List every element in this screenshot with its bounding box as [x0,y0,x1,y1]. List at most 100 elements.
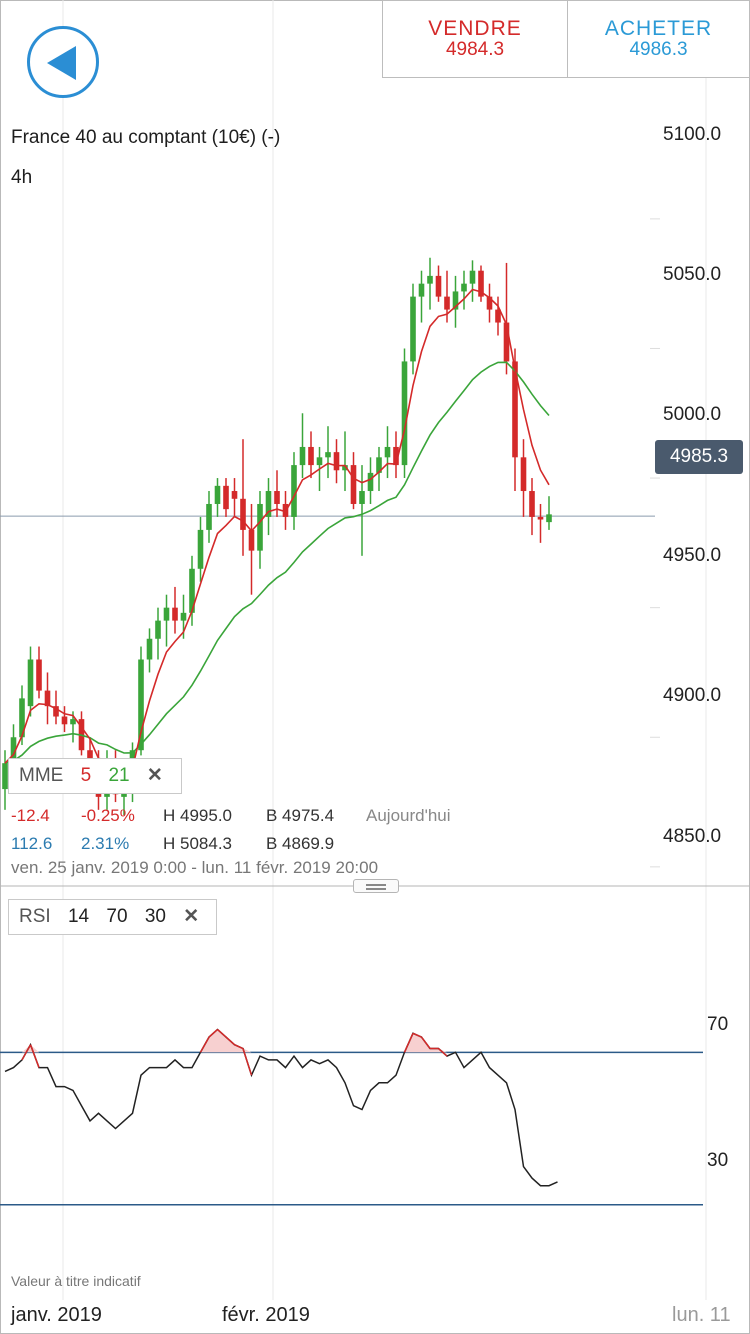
candle-body [478,270,484,297]
candle-body [308,446,314,466]
date-range: ven. 25 janv. 2019 0:00 - lun. 11 févr. … [11,858,379,877]
close-icon[interactable]: ✕ [146,765,163,786]
back-arrow-icon [47,46,76,80]
current-price-tag: 4985.3 [655,440,743,474]
candle-body [138,659,144,751]
candle-body [223,485,229,510]
candle-body [231,491,238,499]
candle-body [495,309,501,323]
rsi-label: RSI [19,906,51,927]
close-icon[interactable]: ✕ [183,906,200,927]
mme-indicator-chip[interactable]: MME 5 21 ✕ [8,758,182,794]
timeframe-label: 4h [11,167,33,188]
range-high-value: H 5084.3 [163,834,232,853]
candle-body [444,296,450,310]
candle-body [53,706,59,717]
candle-body [367,472,374,492]
candle-body [503,322,510,362]
rsi-overbought-segment [437,1047,448,1057]
y-tick-label: 4900.0 [663,685,722,706]
rsi-line [4,1028,558,1187]
change-percent: -0.25% [81,806,135,825]
candle-body [10,737,17,764]
range-change-value: 112.6 [11,834,53,853]
low-value: B 4975.4 [266,806,335,825]
rsi-overbought-segment [234,1044,244,1050]
candle-body [401,361,408,466]
mme-slow-line [4,361,550,764]
buy-price: 4986.3 [629,39,688,60]
rsi-overbought-segment [29,1044,40,1068]
sell-price: 4984.3 [445,39,505,60]
rsi-period: 14 [67,906,90,927]
x-axis-label: févr. 2019 [222,1304,310,1326]
candle-body [146,638,153,660]
candle-body [350,465,357,504]
rsi-overbought-segment [208,1028,219,1038]
rsi-overbought-segment [242,1048,253,1076]
candle-body [333,452,340,471]
buy-button[interactable]: ACHETER 4986.3 [567,0,750,78]
candle-body [359,491,365,504]
candle-body [384,446,391,458]
candle-body [265,491,272,517]
rsi-overbought-segment [21,1044,32,1061]
candle-body [163,607,170,621]
candle-body [291,465,297,517]
candle-body [427,275,433,284]
mme-fast-line [4,288,550,779]
y-tick-label: 5050.0 [663,264,722,285]
candle-body [240,498,246,530]
candle-body [87,750,93,764]
rsi-overbought-area [22,1044,39,1053]
rsi-overbought-segment [412,1032,422,1038]
mme-period-slow: 21 [108,765,130,786]
change-value: -12.4 [11,806,50,825]
candle-body [197,529,204,569]
high-value: H 4995.0 [163,806,232,825]
rsi-lower-level: 30 [144,906,166,927]
y-tick-label: 4950.0 [663,545,722,566]
range-change-percent: 2.31% [81,834,130,853]
period-label: Aujourd'hui [366,806,451,825]
candle-body [529,491,535,517]
candle-body [19,698,25,738]
candle-body [257,503,263,551]
rsi-overbought-segment [403,1032,414,1053]
candle-body [36,659,42,691]
pane-resize-handle[interactable] [353,879,399,893]
candle-body [180,612,187,621]
sell-button[interactable]: VENDRE 4984.3 [382,0,568,78]
candle-body [274,491,280,504]
candle-body [44,690,51,707]
candle-body [27,659,34,707]
candle-body [189,568,195,613]
candle-body [172,607,178,621]
candle-body [155,620,161,639]
candle-body [393,446,399,466]
y-tick-label: 4850.0 [663,826,722,847]
sell-label: VENDRE [428,17,522,40]
candle-body [325,452,331,458]
range-low-value: B 4869.9 [266,834,335,853]
candle-body [546,514,552,523]
back-button[interactable] [27,26,99,98]
candle-body [452,291,459,310]
candle-body [248,529,255,551]
candle-body [410,296,416,362]
candle-body [376,457,382,473]
rsi-level-label: 70 [707,1014,729,1035]
rsi-overbought-segment [420,1036,431,1049]
candle-body [537,516,544,520]
candle-body [520,457,527,492]
candle-body [299,446,306,466]
x-axis-label: janv. 2019 [11,1304,102,1326]
candle-body [214,485,221,504]
rsi-indicator-chip[interactable]: RSI 14 70 30 ✕ [8,899,217,935]
rsi-upper-level: 70 [106,906,128,927]
mme-label: MME [19,765,64,786]
rsi-overbought-segment [225,1036,236,1046]
candle-body [435,275,442,297]
candle-body [461,283,467,292]
x-axis-label: lun. 11 [672,1304,731,1326]
